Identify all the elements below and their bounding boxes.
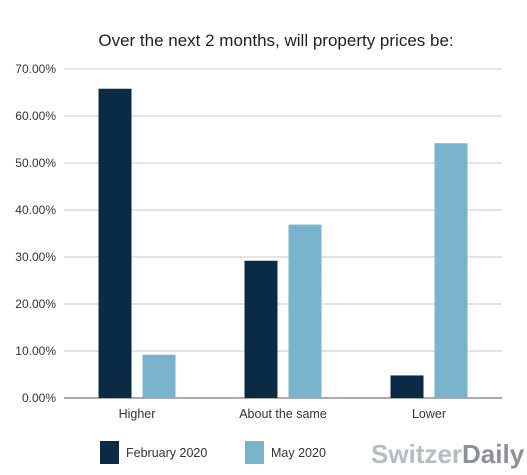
y-tick-label: 70.00% bbox=[15, 62, 56, 76]
y-gridlines bbox=[64, 68, 502, 399]
y-tick-labels: 0.00% 10.00% 20.00% 30.00% 40.00% 50.00% 60.00… bbox=[15, 62, 56, 405]
x-tick-label: Higher bbox=[119, 407, 156, 421]
y-tick-label: 20.00% bbox=[15, 297, 56, 311]
x-tick-labels: Higher About the same Lower bbox=[119, 407, 446, 421]
bars bbox=[98, 88, 468, 399]
brand-logo-part1: Switzer bbox=[371, 439, 462, 469]
bar-february-2020 bbox=[244, 260, 278, 398]
x-tick-label: About the same bbox=[239, 407, 327, 421]
legend: February 2020 May 2020 bbox=[100, 441, 326, 464]
brand-logo-part2: Daily bbox=[462, 439, 525, 469]
bar-february-2020 bbox=[390, 375, 424, 398]
y-tick-label: 50.00% bbox=[15, 156, 56, 170]
x-tick-label: Lower bbox=[412, 407, 446, 421]
bar-may-2020 bbox=[142, 354, 176, 398]
bar-may-2020 bbox=[288, 224, 322, 398]
legend-label: May 2020 bbox=[271, 446, 326, 460]
y-tick-label: 10.00% bbox=[15, 344, 56, 358]
brand-logo: SwitzerDaily bbox=[371, 439, 525, 469]
y-tick-label: 30.00% bbox=[15, 250, 56, 264]
y-tick-label: 40.00% bbox=[15, 203, 56, 217]
bar-may-2020 bbox=[434, 143, 468, 398]
bar-february-2020 bbox=[98, 88, 132, 399]
legend-swatch bbox=[245, 441, 264, 464]
legend-swatch bbox=[100, 441, 119, 464]
chart-title: Over the next 2 months, will property pr… bbox=[98, 31, 453, 50]
y-tick-label: 0.00% bbox=[22, 391, 56, 405]
legend-label: February 2020 bbox=[126, 446, 207, 460]
y-tick-label: 60.00% bbox=[15, 109, 56, 123]
